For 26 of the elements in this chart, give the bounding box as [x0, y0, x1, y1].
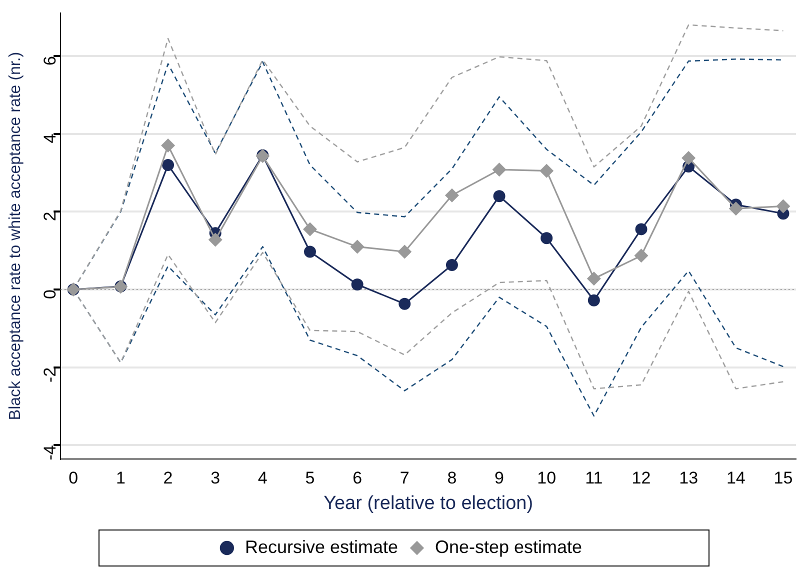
- y-tick-label: 0: [40, 290, 60, 299]
- y-tick-label: -4: [40, 445, 60, 460]
- x-tick-label: 7: [400, 468, 410, 488]
- y-tick-label: -2: [40, 367, 60, 382]
- legend-label: One-step estimate: [434, 536, 582, 557]
- x-tick-label: 11: [585, 468, 603, 488]
- legend-label: Recursive estimate: [244, 536, 398, 557]
- x-tick-label: 1: [116, 468, 126, 488]
- x-tick-label: 9: [494, 468, 504, 488]
- x-tick-label: 15: [774, 468, 793, 488]
- x-tick-label: 14: [726, 468, 746, 488]
- x-tick-label: 2: [163, 468, 173, 488]
- y-tick-label: 2: [40, 212, 60, 222]
- y-tick-label: 4: [40, 134, 60, 144]
- x-tick-label: 4: [258, 468, 268, 488]
- x-tick-label: 12: [632, 468, 651, 488]
- x-tick-label: 0: [68, 468, 78, 488]
- x-tick-label: 8: [447, 468, 457, 488]
- x-tick-label: 6: [352, 468, 362, 488]
- y-tick-label: 6: [40, 56, 60, 66]
- y-axis-title: Black acceptance rate to white acceptance rate (nr.): [7, 52, 24, 420]
- x-tick-label: 3: [210, 468, 220, 488]
- x-tick-label: 5: [305, 468, 315, 488]
- x-tick-label: 13: [679, 468, 698, 488]
- x-axis-title: Year (relative to election): [324, 492, 534, 514]
- x-tick-label: 10: [537, 468, 556, 488]
